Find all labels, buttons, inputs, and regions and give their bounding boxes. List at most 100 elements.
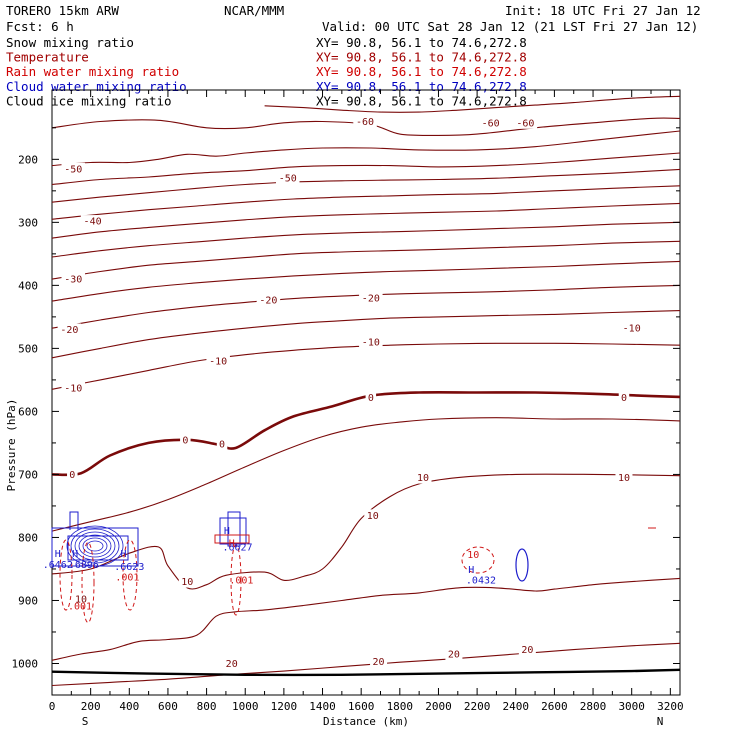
x-tick-label: 1400 (309, 700, 336, 713)
temperature-contour-label: -20 (60, 325, 78, 336)
y-tick-label: 400 (18, 279, 38, 292)
header-org: NCAR/MMM (224, 3, 284, 18)
y-tick-label: 900 (18, 594, 38, 607)
cloud-water-label: .6462 (43, 560, 73, 571)
label-backdrop (61, 162, 86, 175)
temperature-contour-line (51, 342, 681, 390)
label-backdrop (223, 657, 241, 670)
temperature-contour-label: 10 (618, 473, 630, 484)
label-backdrop (80, 215, 105, 228)
y-axis-title: Pressure (hPa) (5, 399, 18, 492)
temperature-contour-line (51, 642, 681, 687)
x-axis-title: Distance (km) (323, 715, 409, 728)
cloud-water-contour (86, 540, 104, 552)
legend-xy: XY= 90.8, 56.1 to 74.6,272.8 (316, 35, 527, 50)
temperature-contour-label: -60 (516, 118, 534, 129)
cloud-water-contour (219, 517, 247, 545)
temperature-labels: -60 -60 -60 -50 -50 -40 -30 -20 -20 -20 -10 -10 -10 -… (57, 115, 644, 670)
temperature-contour-line (51, 417, 681, 532)
label-backdrop (518, 643, 536, 656)
south-label: S (82, 715, 89, 728)
temperature-contour-line (51, 168, 681, 203)
temperature-contour-line (51, 260, 681, 302)
temperature-contours (51, 95, 681, 687)
y-tick-label: 800 (18, 531, 38, 544)
temperature-contour-label: 0 (368, 393, 374, 404)
temperature-contour-label: 10 (417, 473, 429, 484)
temperature-contour-label: -30 (64, 275, 82, 286)
cloud-water-contour (66, 525, 124, 567)
temperature-contour-label: -20 (362, 293, 380, 304)
header: TORERO 15km ARW NCAR/MMM Init: 18 UTC Fr… (6, 3, 701, 34)
label-backdrop (618, 391, 630, 404)
legend-xy: XY= 90.8, 56.1 to 74.6,272.8 (316, 93, 527, 108)
temperature-contour-label: 20 (448, 650, 460, 661)
x-tick-label: 1800 (387, 700, 414, 713)
x-tick-label: 2600 (541, 700, 568, 713)
legend-label: Cloud ice mixing ratio (6, 93, 172, 108)
x-tick-label: 3000 (618, 700, 645, 713)
rain-water-contour (230, 544, 242, 616)
cloud-water-contour (82, 537, 108, 555)
temperature-contour-label: -10 (623, 324, 641, 335)
label-backdrop (67, 468, 78, 481)
surface-line (51, 668, 681, 677)
rain-water-contour (461, 546, 495, 574)
cloud-water-label: H (55, 549, 61, 560)
cloud-water-label: H (72, 549, 78, 560)
legend-label: Cloud water mixing ratio (6, 79, 187, 94)
cloud-water-label: .6627 (222, 542, 252, 553)
rain-water-label: 10 (467, 550, 479, 561)
temperature-contour-line (51, 284, 681, 329)
x-tick-label: 400 (119, 700, 139, 713)
temperature-contour-line (51, 152, 681, 186)
header-fcst: Fcst: 6 h (6, 19, 74, 34)
y-tick-label: 600 (18, 405, 38, 418)
temperature-contour-label: -50 (64, 164, 82, 175)
x-tick-label: 1000 (232, 700, 259, 713)
temperature-contour-line (51, 390, 681, 477)
x-tick-label: 200 (81, 700, 101, 713)
x-tick-label: 2800 (580, 700, 607, 713)
temperature-contour-label: -10 (209, 356, 227, 367)
label-backdrop (353, 115, 377, 128)
temperature-contour-label: -60 (482, 118, 500, 129)
temperature-contour-label: -20 (259, 295, 277, 306)
header-valid: Valid: 00 UTC Sat 28 Jan 12 (21 LST Fri … (322, 19, 698, 34)
rain-water-contour (59, 539, 73, 611)
cloud-water-contour (74, 531, 116, 561)
temperature-contour-line (264, 95, 681, 113)
rain-water-contour (122, 539, 138, 611)
label-backdrop (370, 655, 388, 668)
label-backdrop (478, 116, 503, 129)
x-tick-label: 1200 (271, 700, 298, 713)
temperature-contour-label: -10 (64, 384, 82, 395)
y-tick-label: 200 (18, 153, 38, 166)
temperature-contour-label: 20 (226, 659, 238, 670)
label-backdrop (275, 172, 300, 185)
north-label: N (657, 715, 664, 728)
label-backdrop (619, 322, 644, 335)
header-model: TORERO 15km ARW (6, 3, 119, 18)
y-tick-label: 500 (18, 342, 38, 355)
header-init: Init: 18 UTC Fri 27 Jan 12 (505, 3, 701, 18)
temperature-contour-label: 10 (367, 511, 379, 522)
y-tick-label: 300 (18, 216, 38, 229)
label-backdrop (178, 575, 196, 588)
plot-frame (51, 89, 681, 696)
temperature-contour-label: -40 (84, 217, 102, 228)
legend-xy: XY= 90.8, 56.1 to 74.6,272.8 (316, 64, 527, 79)
cloud-water-label: H (224, 526, 230, 537)
x-tick-label: 800 (197, 700, 217, 713)
temperature-contour-line (51, 185, 681, 220)
temperature-contour-line (51, 202, 681, 239)
rain-water-contour (81, 542, 95, 623)
label-backdrop (445, 648, 463, 661)
temperature-contour-label: 10 (75, 595, 87, 606)
label-backdrop (72, 593, 90, 606)
temperature-contour-label: 10 (181, 577, 193, 588)
cloud-water-label: H (468, 565, 474, 576)
x-tick-label: 600 (158, 700, 178, 713)
cloud-water-contour (69, 511, 79, 530)
axes: 0 200 400 600 800 1000 1200 1400 1600 1800 2000 220… (12, 90, 684, 713)
